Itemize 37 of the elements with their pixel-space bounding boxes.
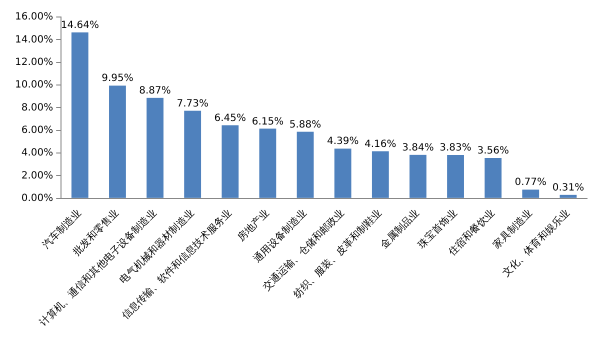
bar (146, 98, 164, 198)
data-label: 6.15% (252, 116, 284, 128)
data-label: 0.31% (552, 182, 584, 194)
data-label: 3.84% (402, 142, 434, 154)
y-tick-label: 12.00% (14, 56, 54, 68)
bar (259, 128, 276, 198)
data-label: 3.83% (440, 142, 472, 154)
data-label: 0.77% (514, 177, 547, 188)
bar (222, 125, 239, 198)
data-label: 4.39% (326, 136, 359, 148)
data-label: 4.16% (364, 138, 396, 150)
data-label: 8.87% (139, 85, 171, 96)
y-tick-label: 6.00% (21, 124, 54, 136)
data-label: 3.56% (477, 146, 509, 157)
data-label: 7.73% (176, 98, 208, 110)
data-label: 14.64% (60, 20, 99, 32)
bar (334, 148, 352, 198)
bar (109, 86, 126, 198)
bar (410, 154, 426, 198)
y-tick-label: 4.00% (21, 148, 54, 159)
bar (71, 32, 88, 198)
bar (560, 194, 577, 198)
data-label: 9.95% (102, 73, 134, 84)
y-tick-label: 2.00% (21, 170, 54, 182)
bar (447, 154, 464, 198)
bar (296, 132, 314, 198)
bar (522, 190, 540, 198)
data-label: 6.45% (214, 112, 246, 124)
bar (372, 151, 389, 198)
y-tick-label: 10.00% (14, 80, 54, 91)
y-tick-label: 0.00% (21, 192, 54, 204)
bar (184, 110, 202, 198)
data-label: 5.88% (289, 119, 322, 130)
y-tick-label: 16.00% (14, 12, 54, 23)
y-tick-label: 8.00% (21, 102, 54, 114)
bar (484, 158, 502, 198)
y-tick-label: 14.00% (14, 34, 54, 46)
